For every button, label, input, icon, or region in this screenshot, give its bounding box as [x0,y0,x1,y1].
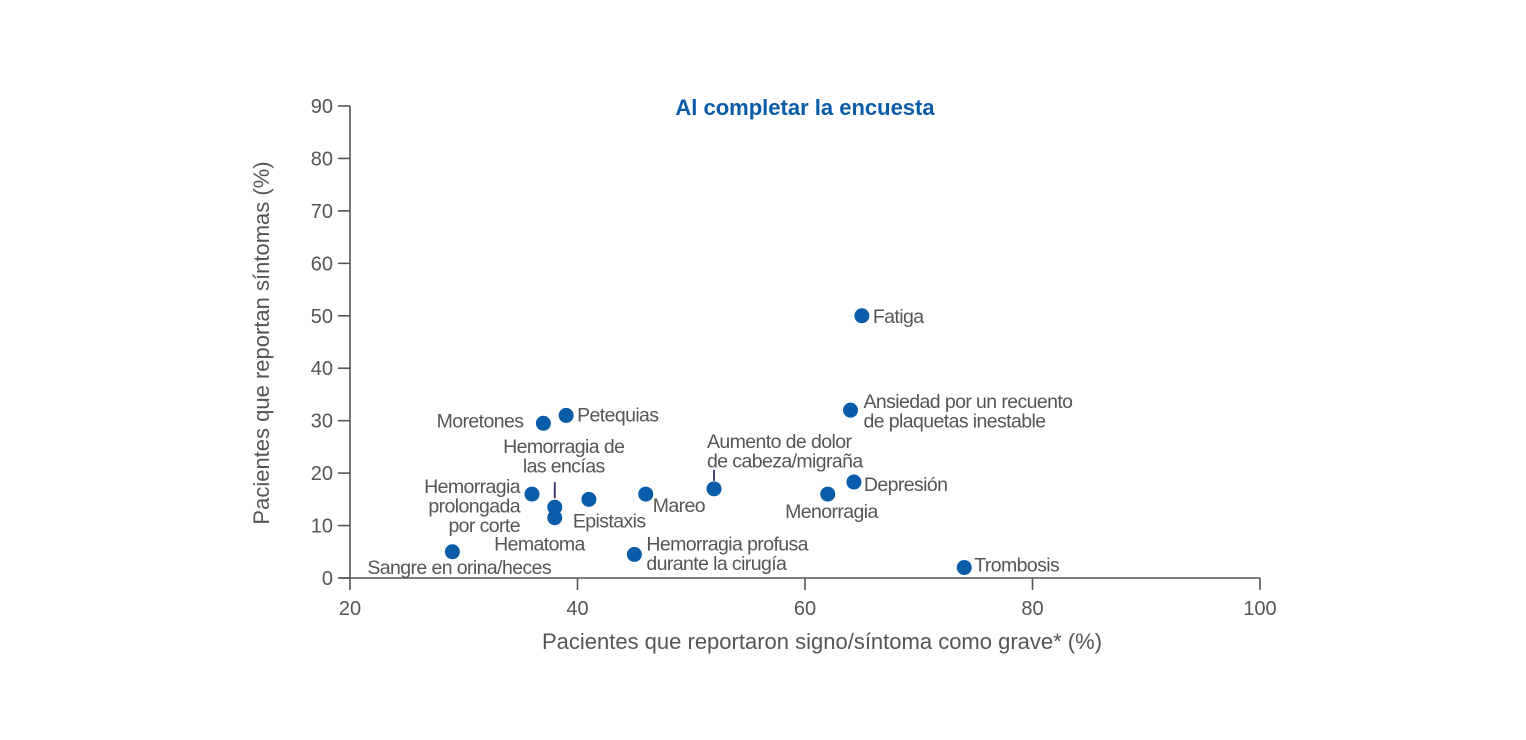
data-point [638,486,654,502]
data-point [854,308,870,324]
data-point [956,560,972,576]
y-axis-title: Pacientes que reportan síntomas (%) [249,161,274,524]
x-tick-label: 100 [1243,598,1276,620]
data-point [547,499,563,515]
chart-title: Al completar la encuesta [675,95,935,120]
leader-lines [553,469,715,499]
data-point [535,415,551,431]
point-label: Ansiedad por un recuento de plaquetas ine… [864,391,1074,433]
data-point [558,407,574,423]
point-label: Mareo [653,495,706,517]
point-label: Trombosis [974,555,1060,577]
y-tick-label: 90 [311,96,333,118]
point-labels: Fatiga Ansiedad por un recuento de plaquet… [367,306,1073,579]
y-tick-label: 80 [311,148,333,170]
point-label: Hemorragia de las encías [503,436,624,478]
x-tick-label: 60 [794,598,816,620]
x-tick-label: 40 [566,598,588,620]
y-tick-label: 30 [311,411,333,433]
data-point [706,481,722,497]
point-label: Fatiga [873,306,924,328]
point-label: Sangre en orina/heces [367,557,551,579]
data-point [547,510,563,526]
data-point [820,486,836,502]
point-label: Petequias [577,404,659,426]
y-tick-label: 0 [322,568,333,590]
point-label: Hematoma [494,534,585,556]
data-point [581,491,597,507]
point-label: Epistaxis [573,510,646,532]
x-tick-label: 80 [1021,598,1043,620]
point-label: Menorragia [785,501,878,523]
x-axis-ticks: 20 40 60 80 100 [339,578,1277,620]
point-label: Hemorragia prolongada por corte [424,476,521,537]
x-axis-title: Pacientes que reportaron signo/síntoma c… [542,629,1102,654]
y-tick-label: 40 [311,358,333,380]
y-tick-label: 70 [311,201,333,223]
y-tick-label: 50 [311,306,333,328]
point-label: Hemorragia profusa durante la cirugía [646,533,808,575]
point-label: Moretones [437,410,525,432]
y-tick-label: 20 [311,463,333,485]
data-point [846,474,862,490]
x-tick-label: 20 [339,598,361,620]
data-point [524,486,540,502]
data-point [444,544,460,560]
point-label: Aumento de dolor de cabeza/migraña [707,431,863,473]
y-tick-label: 10 [311,516,333,538]
data-points [444,308,972,576]
y-tick-label: 60 [311,253,333,275]
y-axis-ticks: 0 10 20 30 40 50 60 70 80 90 [311,96,350,590]
point-label: Depresión [864,474,947,496]
data-point [843,402,858,418]
data-point [626,546,642,562]
